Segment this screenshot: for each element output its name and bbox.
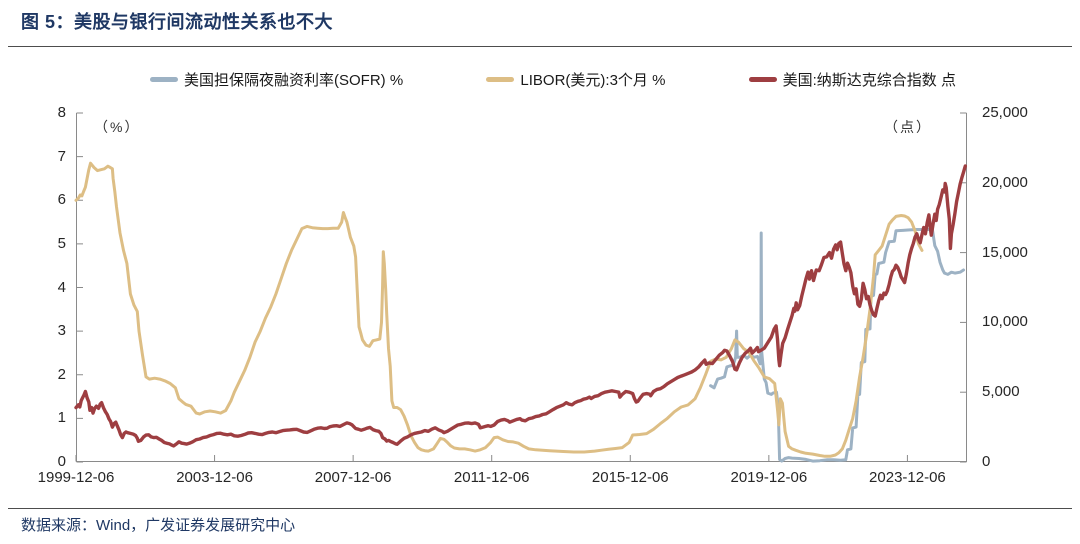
y-right-tick-label: 25,000: [982, 104, 1028, 121]
y-left-tick-label: 4: [57, 278, 66, 296]
y-left-tick-label: 6: [57, 191, 66, 209]
x-tick-label: 1999-12-06: [37, 469, 115, 486]
left-axis-unit-label: （%）: [94, 119, 141, 135]
y-right-tick-label: 0: [982, 453, 991, 470]
x-tick-label: 2015-12-06: [591, 469, 669, 486]
y-left-tick-label: 1: [57, 409, 66, 427]
x-tick-label: 2003-12-06: [176, 469, 253, 486]
y-right-tick-label: 15,000: [982, 243, 1028, 261]
legend-line-swatch: [748, 77, 777, 82]
y-right-tick-label: 5,000: [982, 383, 1020, 401]
x-tick-label: 2023-12-06: [869, 469, 946, 486]
y-left-tick-label: 7: [57, 147, 66, 165]
y-left-tick-label: 5: [57, 234, 66, 252]
legend-item: 美国:纳斯达克综合指数 点: [748, 69, 956, 90]
chart-legend: 美国担保隔夜融资利率(SOFR) % LIBOR(美元):3个月 % 美国:纳斯达克…: [150, 69, 956, 90]
legend-line-swatch: [486, 77, 515, 82]
legend-line-swatch: [150, 77, 178, 82]
legend-label: LIBOR(美元):3个月 %: [520, 72, 666, 89]
top-divider: [8, 46, 1072, 47]
y-left-tick-label: 0: [57, 453, 66, 470]
x-tick-label: 2011-12-06: [453, 469, 530, 486]
bottom-divider: [8, 508, 1072, 509]
data-source: 数据来源：Wind，广发证券发展研究中心: [21, 517, 296, 534]
x-tick-label: 2007-12-06: [314, 469, 392, 486]
chart-plot: [74, 112, 967, 463]
y-right-tick-label: 10,000: [982, 313, 1028, 331]
figure-title: 图 5：美股与银行间流动性关系也不大: [21, 12, 334, 32]
legend-label: 美国担保隔夜融资利率(SOFR) %: [184, 72, 404, 89]
y-right-tick-label: 20,000: [982, 173, 1028, 191]
right-axis-unit-label: （点）: [884, 119, 932, 135]
y-left-tick-label: 2: [57, 365, 66, 383]
legend-item: LIBOR(美元):3个月 %: [486, 69, 665, 90]
y-left-tick-label: 3: [57, 322, 66, 340]
legend-item: 美国担保隔夜融资利率(SOFR) %: [150, 69, 403, 90]
y-left-tick-label: 8: [57, 104, 66, 121]
x-tick-label: 2019-12-06: [730, 469, 808, 486]
legend-label: 美国:纳斯达克综合指数 点: [782, 72, 956, 89]
